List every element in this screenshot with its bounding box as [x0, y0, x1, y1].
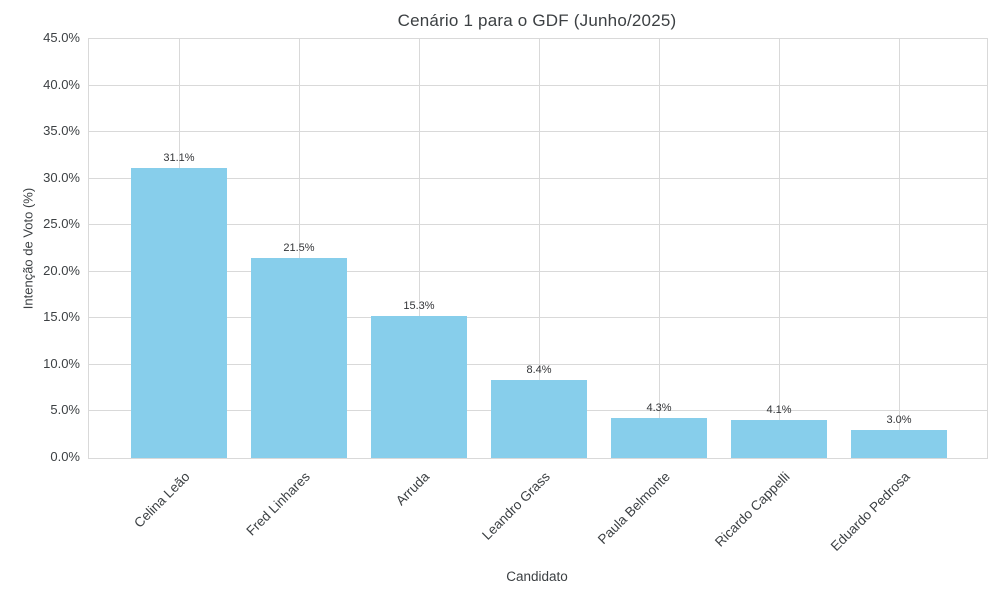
bar: [371, 315, 467, 458]
x-category-label: Ricardo Cappelli: [711, 469, 793, 550]
gridline-v: [899, 39, 900, 458]
gridline-v: [299, 39, 300, 458]
gridline-v: [419, 39, 420, 458]
x-category-label: Leandro Grass: [478, 469, 553, 543]
x-axis-label: Candidato: [506, 569, 568, 584]
bar: [731, 419, 827, 458]
x-category-label: Eduardo Pedrosa: [827, 469, 913, 554]
y-tick-label: 5.0%: [50, 402, 80, 418]
y-tick-label: 40.0%: [43, 76, 80, 92]
gridline-h: [89, 270, 987, 272]
gridline-v: [779, 39, 780, 458]
y-tick-label: 45.0%: [43, 30, 80, 45]
gridline-v: [539, 39, 540, 458]
bar-value-label: 4.1%: [766, 403, 792, 416]
bar-value-label: 31.1%: [163, 152, 195, 165]
y-axis-label: Intenção de Voto (%): [20, 187, 36, 310]
y-tick-label: 35.0%: [43, 123, 80, 139]
bar-value-label: 21.5%: [283, 241, 315, 254]
bar: [611, 417, 707, 458]
x-category-label: Arruda: [393, 469, 433, 509]
gridline-h: [89, 317, 987, 319]
bar: [491, 379, 587, 458]
gridline-h: [89, 131, 987, 133]
bar: [131, 168, 227, 458]
bar: [851, 430, 947, 458]
bar-value-label: 4.3%: [646, 401, 672, 414]
y-tick-label: 10.0%: [43, 355, 80, 371]
bar-value-label: 15.3%: [403, 299, 435, 312]
plot-area: 31.1% 21.5% 15.3% 8.4% 4.3% 4.1% 3.0%: [88, 38, 988, 459]
x-category-label: Fred Linhares: [243, 469, 313, 539]
x-category-label: Paula Belmonte: [594, 469, 673, 548]
chart-title: Cenário 1 para o GDF (Junho/2025): [397, 11, 677, 30]
x-category-label: Celina Leão: [131, 469, 193, 531]
gridline-h: [89, 84, 987, 86]
y-tick-label: 20.0%: [43, 262, 80, 278]
y-tick-label: 25.0%: [43, 216, 80, 232]
gridline-v: [659, 39, 660, 458]
y-tick-label: 30.0%: [43, 169, 80, 185]
gridline-h: [89, 177, 987, 179]
y-tick-label: 0.0%: [50, 449, 80, 464]
gridline-h: [89, 224, 987, 226]
y-tick-label: 15.0%: [43, 309, 80, 325]
bar-value-label: 8.4%: [526, 363, 552, 376]
gridline-h: [89, 363, 987, 365]
bar: [251, 257, 347, 458]
bar-value-label: 3.0%: [886, 414, 912, 427]
